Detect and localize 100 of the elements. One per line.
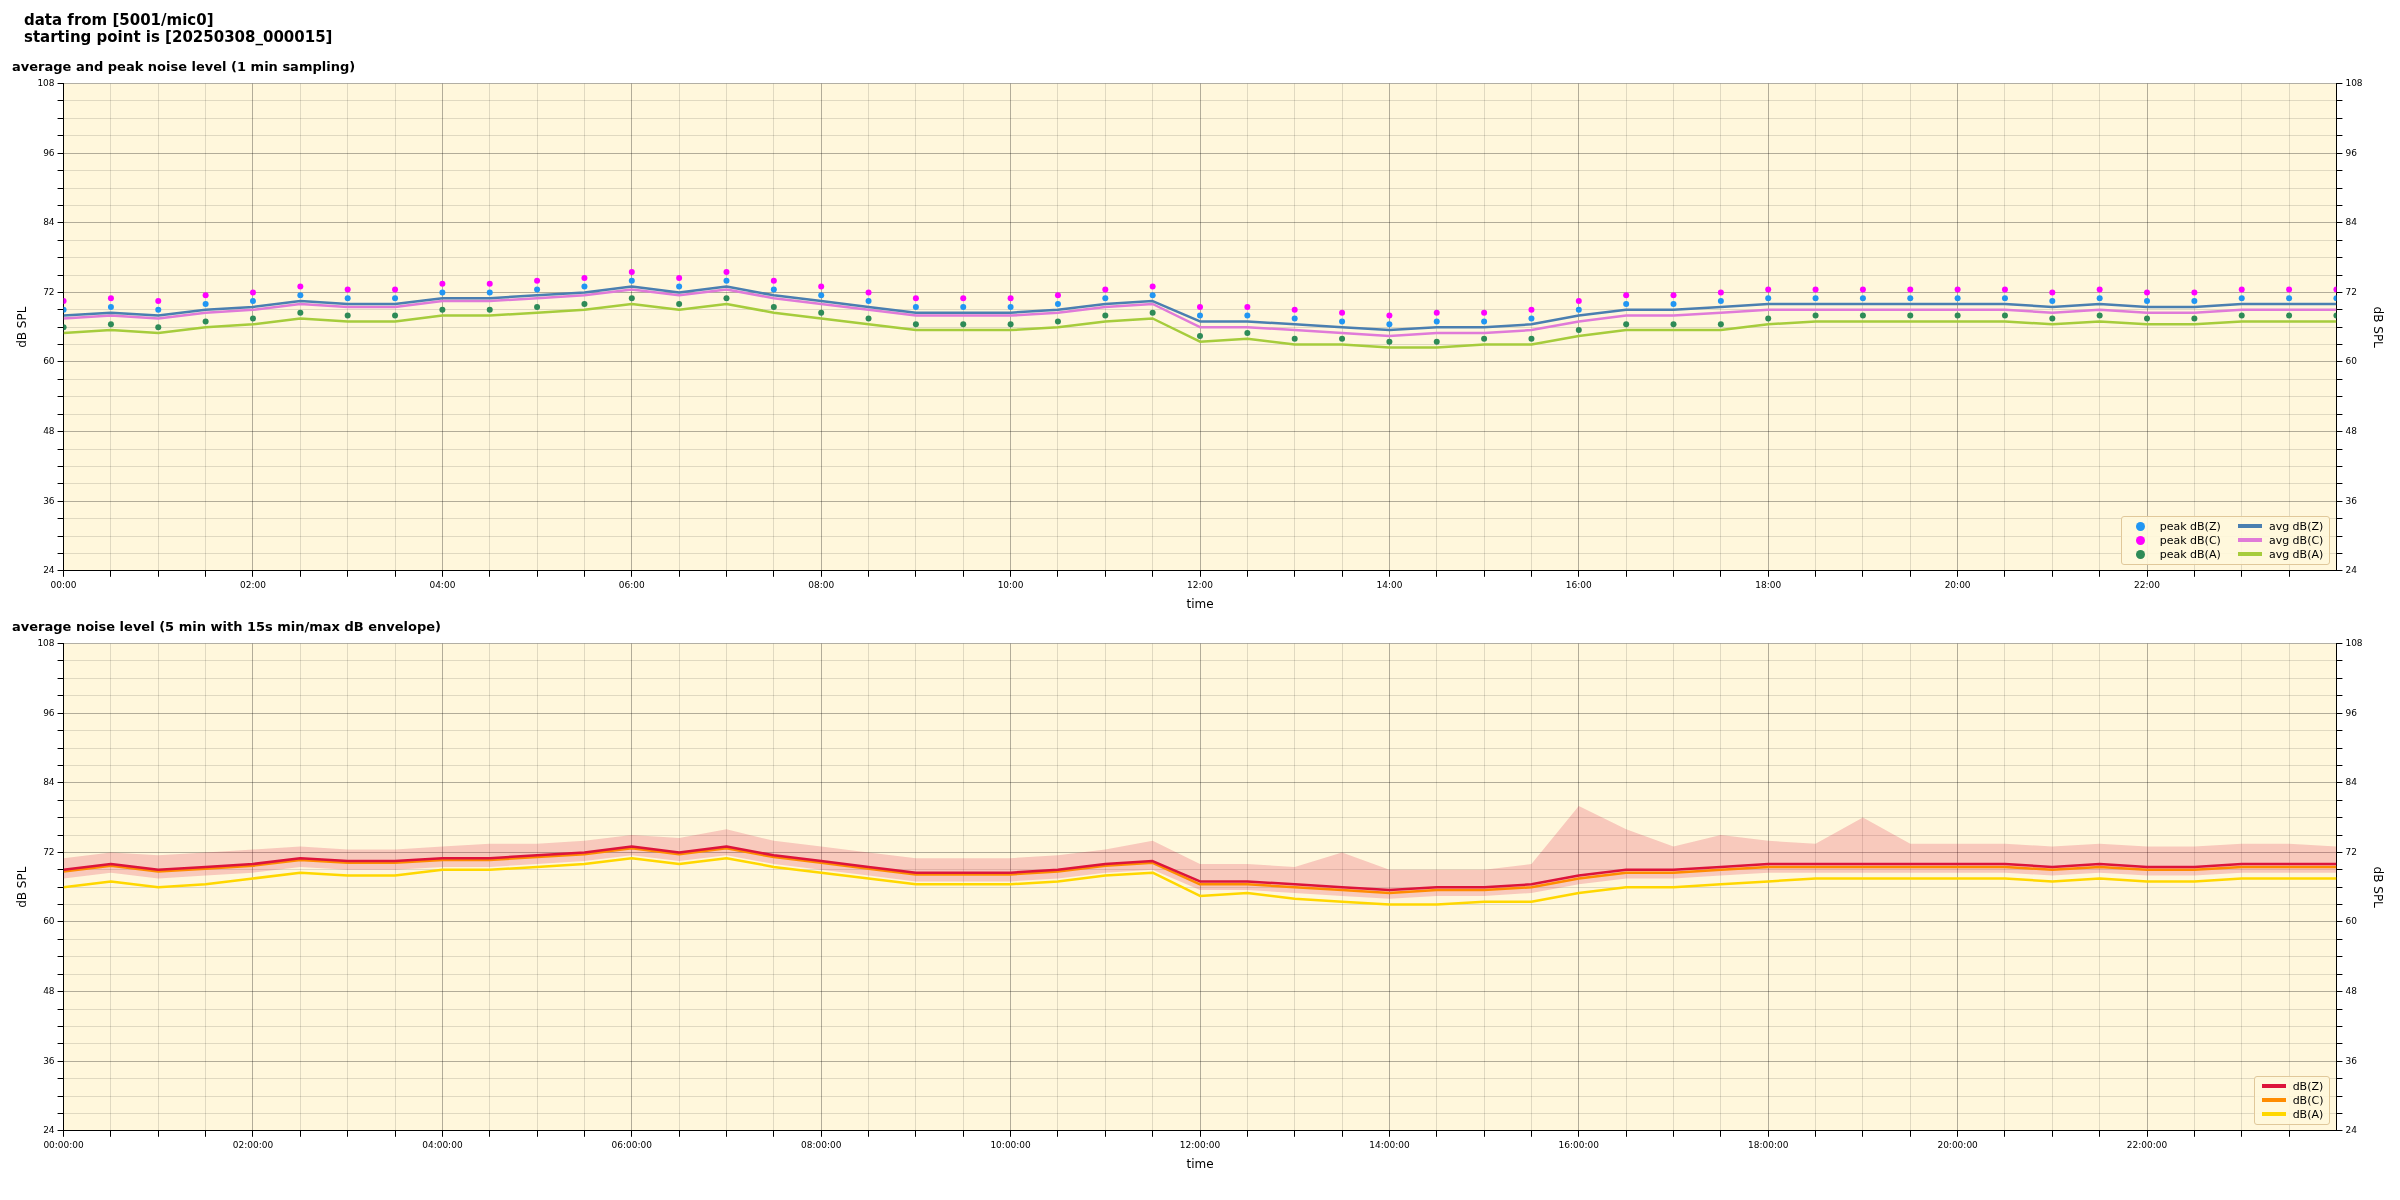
y2-tick-label: 36: [2345, 495, 2358, 506]
point: [1197, 303, 1203, 310]
y-axis-title: dB SPL: [15, 306, 30, 348]
point: [1433, 309, 1440, 316]
point: [2096, 295, 2103, 302]
point: [1291, 315, 1298, 322]
point: [1907, 286, 1914, 293]
point: [818, 292, 825, 299]
point: [486, 306, 493, 313]
legend-label: avg dB(Z): [2268, 519, 2324, 533]
point: [676, 274, 683, 281]
point: [770, 277, 777, 284]
point: [1670, 301, 1677, 307]
point: [723, 295, 730, 302]
point: [2238, 286, 2245, 293]
y2-tick-label: 84: [2345, 777, 2358, 788]
y-tick-label: 84: [43, 777, 55, 788]
point: [486, 289, 493, 296]
y2-tick-label: 96: [2345, 147, 2358, 158]
point: [865, 298, 872, 305]
legend-label: avg dB(A): [2268, 547, 2324, 561]
point: [960, 303, 967, 310]
point: [1102, 286, 1109, 293]
point: [628, 295, 635, 302]
point: [1386, 312, 1393, 319]
point: [865, 289, 872, 296]
point: [249, 298, 256, 305]
point: [2286, 286, 2293, 293]
point: [1149, 283, 1156, 290]
point: [1670, 292, 1677, 299]
y-tick-label: 24: [43, 565, 55, 576]
point: [581, 274, 588, 281]
point: [912, 295, 919, 302]
point: [1717, 289, 1724, 296]
point: [1481, 335, 1488, 342]
point: [1907, 312, 1914, 319]
point: [1907, 295, 1914, 302]
x-tick-label: 16:00: [1565, 579, 1593, 590]
x-tick-label: 16:00:00: [1558, 1139, 1600, 1150]
y-tick-label: 36: [43, 1055, 55, 1066]
text: starting point is [20250308_000015]: [24, 28, 334, 46]
y2-tick-label: 84: [2345, 217, 2358, 228]
point: [1102, 312, 1109, 319]
point: [202, 301, 209, 307]
point: [1102, 295, 1109, 302]
y2-tick-label: 108: [2345, 77, 2363, 88]
point: [2238, 312, 2245, 319]
point: [865, 315, 872, 322]
x-tick-label: 18:00:00: [1748, 1139, 1789, 1150]
point: [1386, 321, 1393, 328]
y2-tick-label: 96: [2345, 707, 2358, 718]
x-tick-label: 08:00:00: [800, 1139, 842, 1150]
y-tick-label: 72: [43, 286, 55, 297]
x-tick-label: 12:00: [1187, 579, 1214, 590]
point: [1481, 318, 1488, 325]
x-tick-label: 06:00: [618, 579, 646, 590]
y-tick-label: 60: [43, 356, 55, 367]
legend-label: peak dB(C): [2159, 533, 2221, 547]
point: [439, 280, 446, 287]
y-tick-label: 96: [43, 707, 55, 718]
x-tick-label: 02:00:00: [232, 1139, 274, 1150]
point: [2096, 286, 2103, 293]
point: [1812, 286, 1819, 293]
y-tick-label: 36: [43, 495, 55, 506]
point: [1149, 309, 1156, 316]
chart-title: average and peak noise level (1 min sampling): [12, 59, 356, 75]
point: [2144, 315, 2151, 322]
x-tick-label: 22:00: [2134, 579, 2161, 590]
point: [1007, 321, 1014, 328]
point: [202, 318, 209, 325]
x-tick-label: 20:00: [1944, 579, 1971, 590]
point: [2049, 289, 2056, 296]
point: [2001, 286, 2008, 293]
point: [1765, 315, 1772, 322]
point: [107, 295, 114, 302]
point: [960, 321, 967, 328]
point: [1812, 295, 1819, 302]
y-tick-label: 48: [43, 985, 55, 996]
point: [155, 324, 162, 331]
y-axis-title: dB SPL: [15, 866, 30, 908]
point: [912, 321, 919, 328]
point: [1291, 306, 1298, 313]
point: [2001, 295, 2008, 302]
point: [1575, 298, 1582, 305]
point: [1339, 309, 1346, 316]
point: [344, 286, 351, 293]
legend-label: dB(Z): [2292, 1079, 2324, 1093]
point: [1765, 295, 1772, 302]
point: [1054, 318, 1061, 325]
x-tick-label: 12:00:00: [1179, 1139, 1221, 1150]
x-tick-label: 10:00:00: [990, 1139, 1032, 1150]
y-tick-label: 84: [43, 217, 55, 228]
point: [107, 303, 114, 310]
y2-tick-label: 24: [2345, 1125, 2358, 1136]
point: [155, 306, 162, 313]
point: [344, 312, 351, 319]
x-tick-label: 00:00: [50, 579, 77, 590]
point: [1244, 330, 1251, 336]
x-axis-title: time: [1186, 596, 1214, 611]
point: [1007, 295, 1014, 302]
